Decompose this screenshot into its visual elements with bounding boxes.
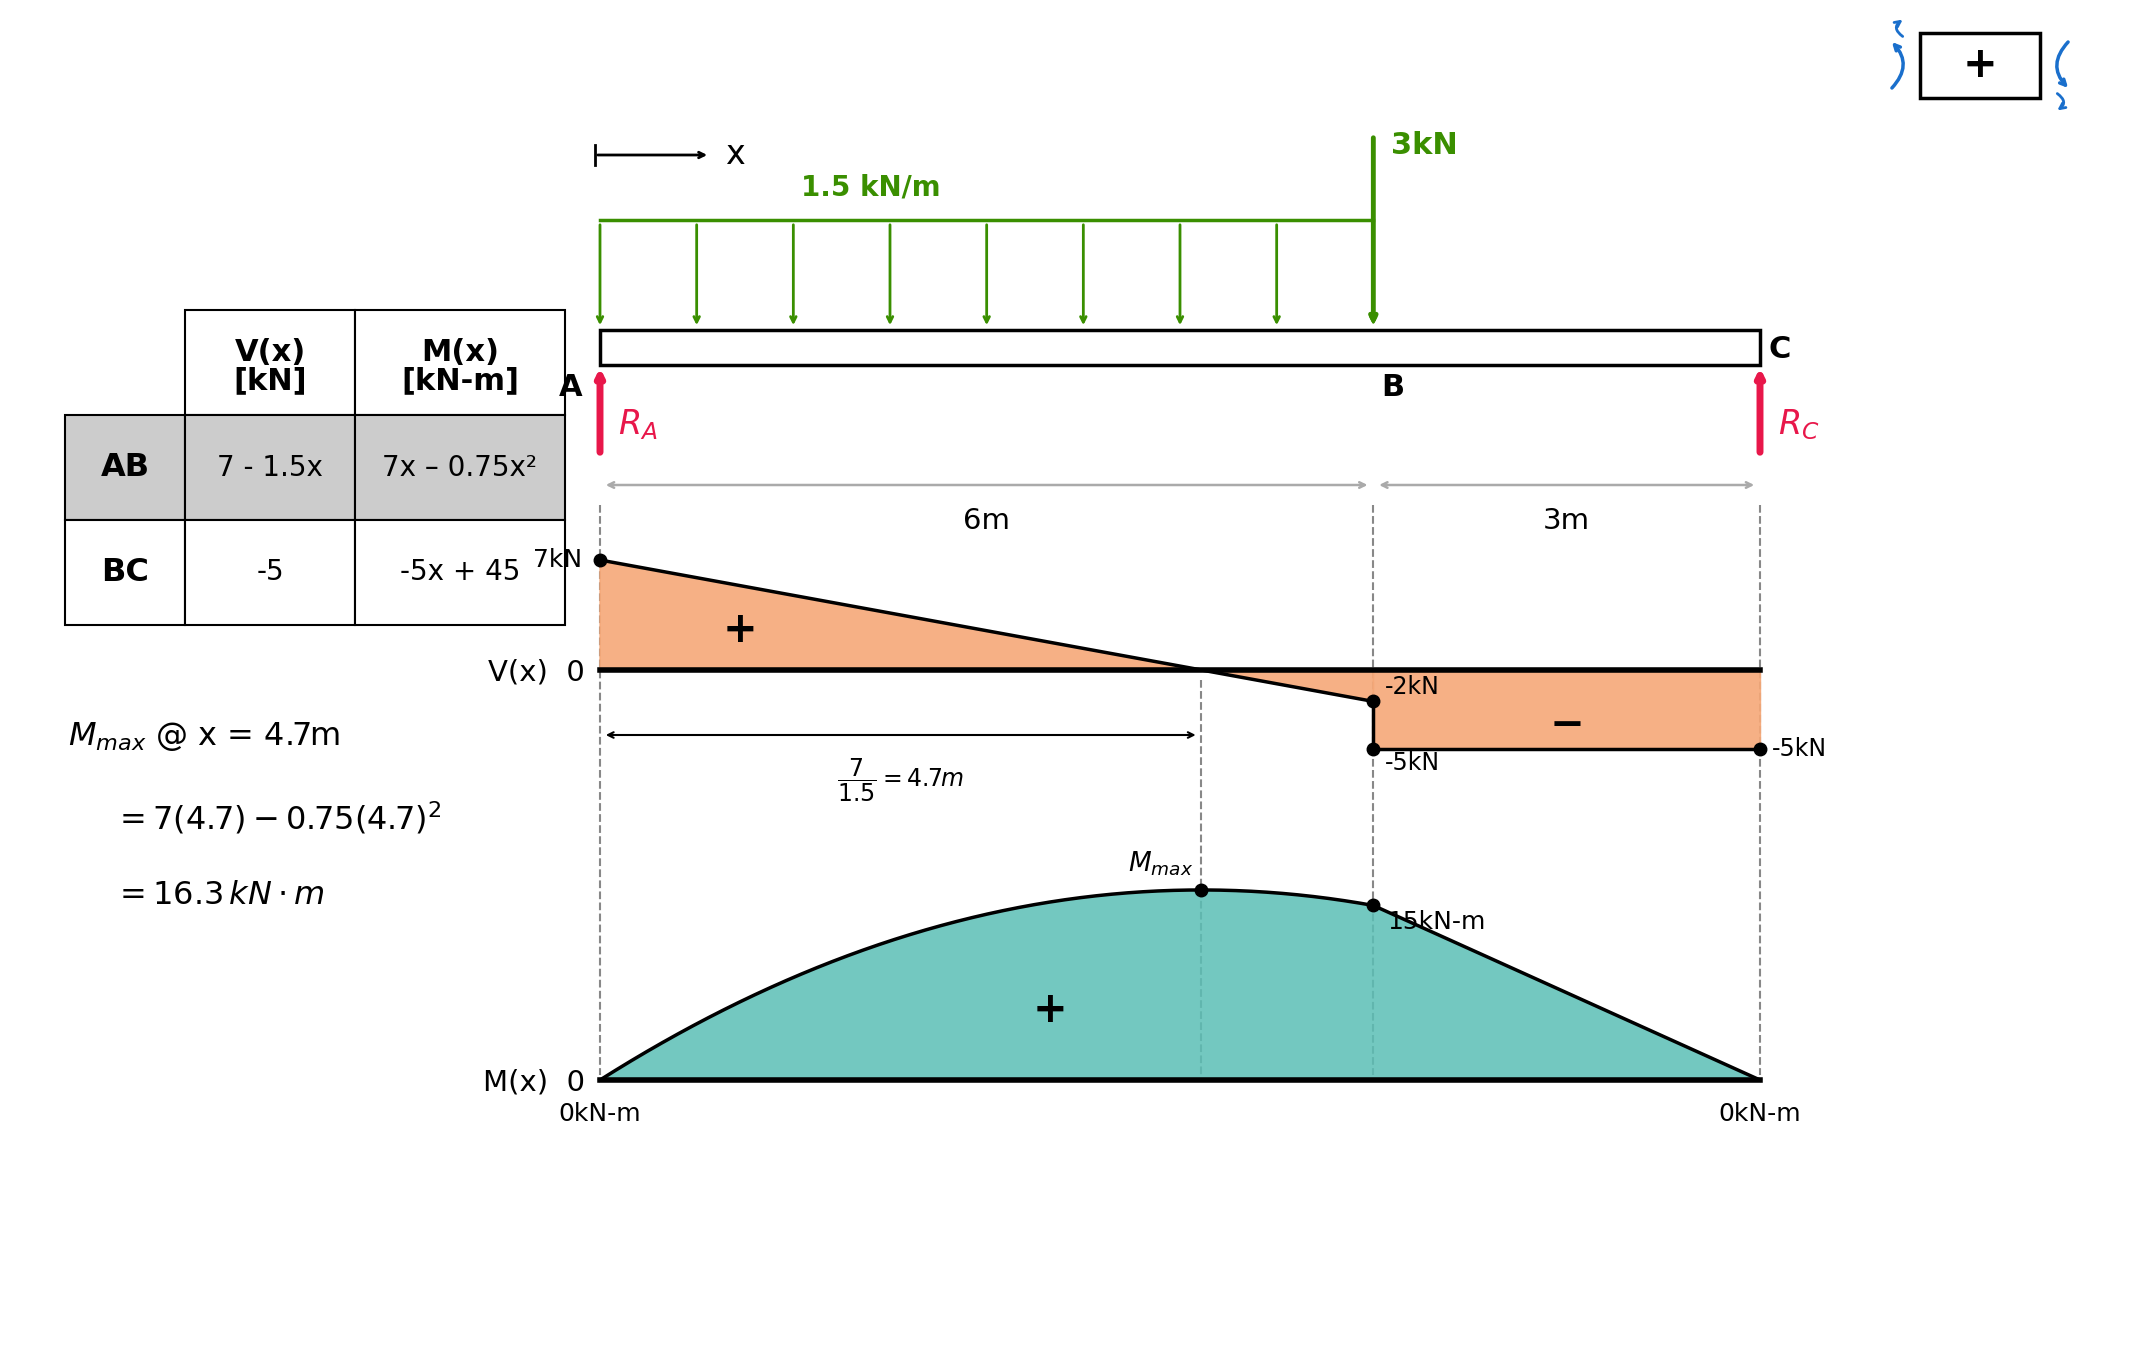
Text: x: x bbox=[724, 139, 745, 171]
Text: $R_C$: $R_C$ bbox=[1777, 408, 1820, 443]
Bar bbox=[355, 520, 566, 625]
Text: -2kN: -2kN bbox=[1386, 675, 1440, 699]
Text: 6m: 6m bbox=[963, 508, 1010, 535]
Bar bbox=[1920, 32, 2040, 99]
Text: +: + bbox=[1963, 45, 1997, 86]
Text: 7x – 0.75x²: 7x – 0.75x² bbox=[382, 454, 538, 482]
Text: 3m: 3m bbox=[1542, 508, 1589, 535]
Bar bbox=[186, 310, 355, 414]
Text: -5kN: -5kN bbox=[1386, 751, 1440, 775]
Text: A: A bbox=[557, 373, 581, 402]
Text: 7 - 1.5x: 7 - 1.5x bbox=[218, 454, 323, 482]
Text: M(x)  0: M(x) 0 bbox=[483, 1068, 585, 1096]
Text: +: + bbox=[722, 609, 758, 651]
Text: AB: AB bbox=[100, 452, 150, 483]
Text: V(x)  0: V(x) 0 bbox=[489, 657, 585, 686]
Text: +: + bbox=[1032, 990, 1068, 1031]
Text: $= 7(4.7) - 0.75(4.7)^2$: $= 7(4.7) - 0.75(4.7)^2$ bbox=[113, 801, 442, 837]
Text: C: C bbox=[1769, 335, 1790, 365]
Bar bbox=[355, 414, 566, 520]
Text: 3kN: 3kN bbox=[1391, 131, 1459, 159]
Text: −: − bbox=[1549, 703, 1585, 747]
Text: $= 16.3\,kN \cdot m$: $= 16.3\,kN \cdot m$ bbox=[113, 880, 325, 911]
Text: 1.5 kN/m: 1.5 kN/m bbox=[801, 174, 940, 202]
Text: [kN-m]: [kN-m] bbox=[402, 366, 519, 396]
Polygon shape bbox=[600, 560, 1200, 670]
Polygon shape bbox=[1200, 670, 1373, 702]
Text: 7kN: 7kN bbox=[532, 548, 581, 572]
Text: 15kN-m: 15kN-m bbox=[1388, 910, 1487, 934]
Bar bbox=[186, 414, 355, 520]
Text: -5: -5 bbox=[256, 559, 284, 586]
Text: 0kN-m: 0kN-m bbox=[560, 1102, 641, 1126]
Bar bbox=[600, 329, 1760, 364]
Polygon shape bbox=[600, 890, 1760, 1080]
Text: BC: BC bbox=[100, 558, 150, 589]
Text: -5kN: -5kN bbox=[1773, 737, 1826, 760]
Text: 0kN-m: 0kN-m bbox=[1719, 1102, 1801, 1126]
Text: $R_A$: $R_A$ bbox=[617, 408, 658, 443]
Text: -5x + 45: -5x + 45 bbox=[399, 559, 521, 586]
Bar bbox=[186, 520, 355, 625]
Text: $M_{max}$: $M_{max}$ bbox=[1128, 849, 1194, 878]
Text: $\dfrac{7}{1.5}=4.7m$: $\dfrac{7}{1.5}=4.7m$ bbox=[837, 757, 963, 805]
Bar bbox=[64, 414, 186, 520]
Text: $M_{max}$ @ x = 4.7m: $M_{max}$ @ x = 4.7m bbox=[68, 720, 340, 753]
Bar bbox=[355, 310, 566, 414]
Polygon shape bbox=[1373, 670, 1760, 748]
Bar bbox=[64, 520, 186, 625]
Text: B: B bbox=[1382, 373, 1405, 402]
Text: [kN]: [kN] bbox=[233, 366, 308, 396]
Text: V(x): V(x) bbox=[235, 338, 305, 367]
Text: M(x): M(x) bbox=[421, 338, 500, 367]
